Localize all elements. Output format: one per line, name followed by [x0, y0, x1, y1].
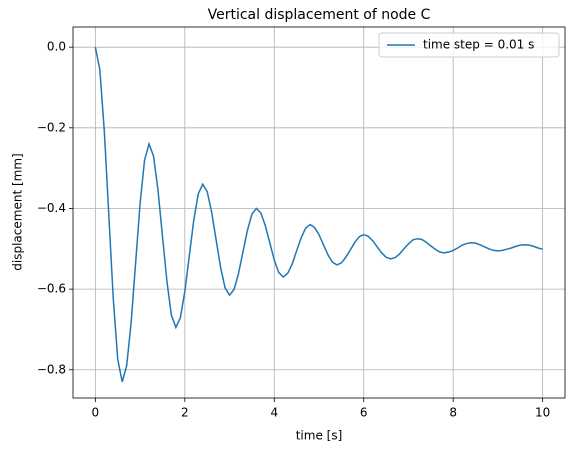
- x-tick-label: 8: [449, 406, 457, 420]
- y-axis-label: displacement [mm]: [11, 153, 25, 270]
- y-tick-label: −0.2: [37, 120, 66, 134]
- x-tick-label: 10: [535, 406, 550, 420]
- y-tick-label: −0.4: [37, 201, 66, 215]
- legend-label: time step = 0.01 s: [423, 38, 534, 52]
- data-line: [94, 47, 543, 383]
- y-tick-label: 0.0: [47, 40, 66, 54]
- y-tick-label: −0.8: [37, 362, 66, 376]
- y-tick-label: −0.6: [37, 282, 66, 296]
- x-tick-label: 0: [92, 406, 100, 420]
- x-axis-label: time [s]: [296, 429, 343, 443]
- x-tick-label: 2: [181, 406, 189, 420]
- legend-box: [378, 32, 560, 58]
- chart-title: Vertical displacement of node C: [208, 7, 431, 23]
- plot-frame: [72, 26, 566, 399]
- x-tick-label: 4: [270, 406, 278, 420]
- x-tick-label: 6: [360, 406, 368, 420]
